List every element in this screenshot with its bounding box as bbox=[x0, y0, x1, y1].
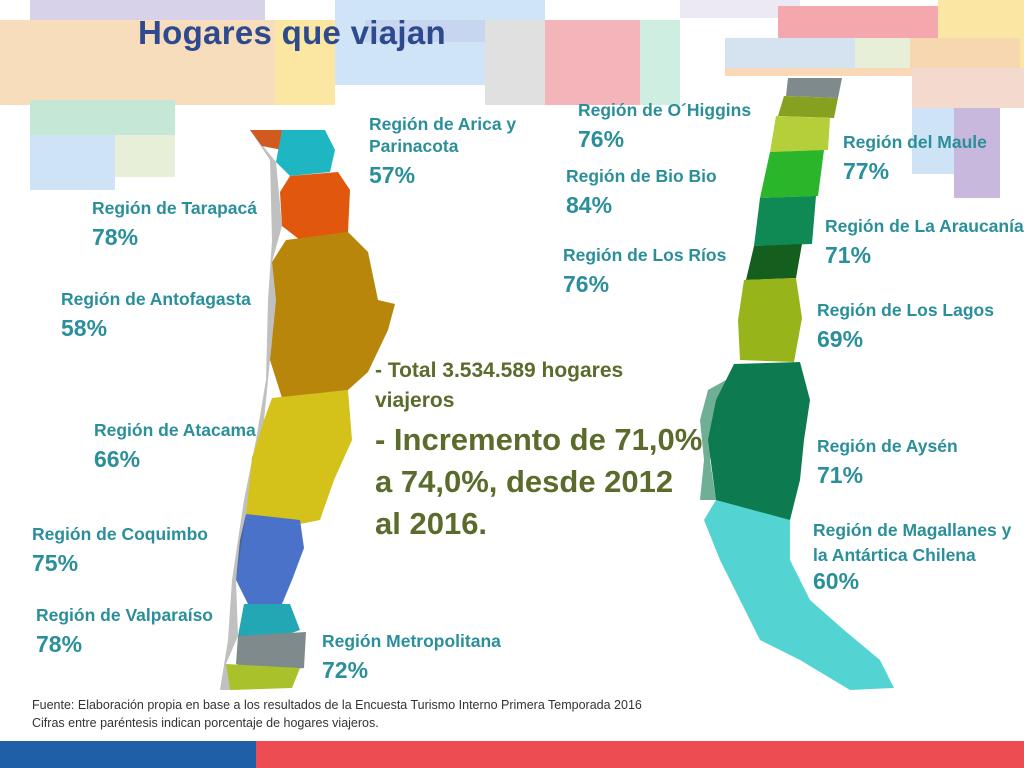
region-label-biobio: Región de Bio Bio 84% bbox=[566, 166, 717, 220]
region-name: Región de Antofagasta bbox=[61, 289, 251, 309]
region-percentage: 84% bbox=[566, 191, 613, 218]
region-percentage: 75% bbox=[32, 549, 79, 576]
region-label-atacama: Región de Atacama 66% bbox=[94, 420, 256, 474]
region-label-arica: Región de Arica y Parinacota 57% bbox=[369, 114, 549, 190]
region-percentage: 78% bbox=[92, 223, 139, 250]
region-percentage: 58% bbox=[61, 314, 108, 341]
footer-notes: Fuente: Elaboración propia en base a los… bbox=[32, 697, 642, 732]
region-label-antofagasta: Región de Antofagasta 58% bbox=[61, 289, 251, 343]
summary-total: - Total 3.534.589 hogares viajeros bbox=[375, 359, 624, 413]
region-name: Región del Maule bbox=[843, 132, 987, 152]
region-percentage: 72% bbox=[322, 656, 369, 683]
region-label-losrios: Región de Los Ríos 76% bbox=[563, 245, 726, 299]
footer-bar-red bbox=[256, 741, 1024, 768]
page-title: Hogares que viajan bbox=[138, 14, 447, 51]
region-percentage: 76% bbox=[578, 125, 625, 152]
region-label-magallanes: Región de Magallanes y la Antártica Chil… bbox=[813, 518, 1023, 596]
region-name: Región de Los Ríos bbox=[563, 245, 727, 265]
region-percentage: 69% bbox=[817, 325, 864, 352]
footer-bar-blue bbox=[0, 741, 256, 768]
summary-block: - Total 3.534.589 hogares viajeros - Inc… bbox=[375, 356, 705, 545]
region-percentage: 66% bbox=[94, 445, 141, 472]
footer-note: Cifras entre paréntesis indican porcenta… bbox=[32, 715, 379, 730]
region-percentage: 78% bbox=[36, 630, 83, 657]
map-north-central bbox=[220, 130, 395, 690]
region-name: Región de Valparaíso bbox=[36, 605, 213, 625]
region-name: Región de Magallanes y la Antártica Chil… bbox=[813, 520, 1012, 566]
region-label-aysen: Región de Aysén 71% bbox=[817, 436, 958, 490]
region-name: Región de Coquimbo bbox=[32, 524, 208, 544]
summary-increment: - Incremento de 71,0% a 74,0%, desde 201… bbox=[375, 421, 703, 542]
region-label-coquimbo: Región de Coquimbo 75% bbox=[32, 524, 208, 578]
region-label-loslagos: Región de Los Lagos 69% bbox=[817, 300, 994, 354]
region-name: Región Metropolitana bbox=[322, 631, 501, 651]
region-percentage: 77% bbox=[843, 157, 890, 184]
region-percentage: 71% bbox=[817, 461, 864, 488]
map-south bbox=[700, 78, 894, 690]
region-name: Región de Arica y Parinacota bbox=[369, 114, 517, 156]
region-name: Región de O´Higgins bbox=[578, 100, 752, 120]
region-label-ohiggins: Región de O´Higgins 76% bbox=[578, 100, 751, 154]
footer-source: Fuente: Elaboración propia en base a los… bbox=[32, 698, 642, 712]
region-name: Región de Aysén bbox=[817, 436, 958, 456]
region-percentage: 71% bbox=[825, 241, 872, 268]
region-percentage: 57% bbox=[369, 161, 416, 188]
region-label-valparaiso: Región de Valparaíso 78% bbox=[36, 605, 213, 659]
region-name: Región de Los Lagos bbox=[817, 300, 994, 320]
region-label-maule: Región del Maule 77% bbox=[843, 132, 987, 186]
region-percentage: 60% bbox=[813, 567, 860, 594]
region-name: Región de Tarapacá bbox=[92, 198, 258, 218]
region-name: Región de La Araucanía bbox=[825, 216, 1024, 236]
region-label-tarapaca: Región de Tarapacá 78% bbox=[92, 198, 257, 252]
region-label-metropolitana: Región Metropolitana 72% bbox=[322, 631, 501, 685]
region-name: Región de Bio Bio bbox=[566, 166, 717, 186]
region-name: Región de Atacama bbox=[94, 420, 256, 440]
region-percentage: 76% bbox=[563, 270, 610, 297]
region-label-araucania: Región de La Araucanía 71% bbox=[825, 216, 1024, 270]
